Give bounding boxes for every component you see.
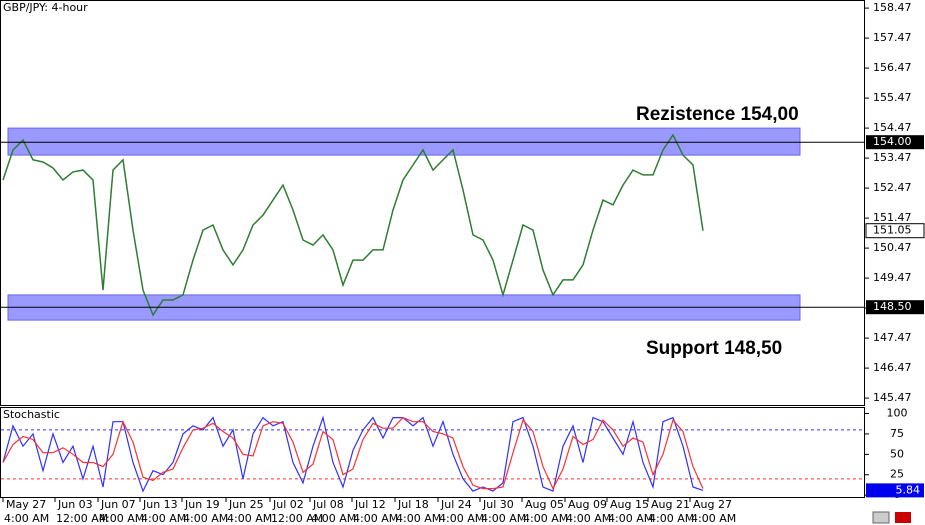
x-tick-time: 4:00 AM	[227, 512, 272, 525]
level-tag	[866, 135, 924, 150]
x-tick-time: 4:00 AM	[353, 512, 398, 525]
x-tick-label: Aug 05	[525, 498, 564, 511]
annotation: Rezistence 154,00	[636, 104, 799, 125]
stoch-panel	[0, 407, 865, 498]
x-tick-time: 4:00 AM	[183, 512, 228, 525]
x-tick-time: 4:00 AM	[439, 512, 484, 525]
y-tick-label: 151.47	[873, 211, 912, 224]
stoch-line	[2, 415, 704, 493]
stoch-title: Stochastic	[3, 408, 60, 421]
x-tick-time: 12:00 AM	[271, 512, 323, 525]
price-tag	[865, 223, 925, 239]
stoch-tag-label: 5.84	[896, 483, 921, 496]
x-tick-time: 12:00 AM	[56, 512, 108, 525]
chart-title: GBP/JPY: 4-hour	[3, 1, 88, 14]
level-label: 148.50	[873, 300, 912, 313]
y-tick-label: 145.47	[873, 391, 912, 404]
main-panel	[0, 0, 865, 406]
price-tag-label: 151.05	[873, 224, 912, 237]
y-tick-label: 157.47	[873, 31, 912, 44]
x-tick-label: Aug 21	[651, 498, 690, 511]
icon[interactable]	[895, 512, 911, 523]
x-tick-label: Jun 07	[100, 498, 136, 511]
x-tick-label: Jul 02	[272, 498, 304, 511]
x-tick-time: 4:00 AM	[691, 512, 736, 525]
y-tick-label: 156.47	[873, 61, 912, 74]
y-tick-label: 158.47	[873, 1, 912, 14]
x-tick-time: 4:00 AM	[4, 512, 49, 525]
x-tick-time: 4:00 AM	[649, 512, 694, 525]
x-tick-time: 4:00 AM	[99, 512, 144, 525]
y-tick-label: 150.47	[873, 241, 912, 254]
x-tick-time: 4:00 AM	[523, 512, 568, 525]
x-tick-label: Jul 18	[397, 498, 429, 511]
y-tick-label: 147.47	[873, 331, 912, 344]
x-tick-time: 4:00 AM	[396, 512, 441, 525]
x-tick-label: Jul 30	[482, 498, 514, 511]
annotation: Support 148,50	[646, 338, 782, 359]
y-tick-label: 152.47	[873, 181, 912, 194]
x-tick-time: 4:00 AM	[141, 512, 186, 525]
price-line	[2, 133, 704, 317]
y-tick-label: 153.47	[873, 151, 912, 164]
level-tag	[866, 300, 924, 315]
y-tick-label: 155.47	[873, 91, 912, 104]
y-tick-label: 149.47	[873, 271, 912, 284]
stoch-tick-label: 50	[890, 447, 904, 460]
x-tick-label: Aug 27	[693, 498, 732, 511]
x-tick-time: 4:00 AM	[481, 512, 526, 525]
x-tick-label: Jul 08	[312, 498, 344, 511]
icon[interactable]	[872, 511, 890, 524]
x-tick-label: Aug 15	[610, 498, 649, 511]
stoch-title-bg	[1, 408, 55, 422]
x-tick-time: 4:00 AM	[566, 512, 611, 525]
stoch-tick-label: 25	[890, 468, 904, 481]
y-tick-label: 154.47	[873, 121, 912, 134]
stoch-tag	[866, 483, 924, 498]
x-tick-label: Jun 13	[142, 498, 178, 511]
x-tick-time: 4:00 AM	[608, 512, 653, 525]
stoch-tick-label: 75	[890, 427, 904, 440]
x-tick-label: Jul 12	[354, 498, 386, 511]
x-tick-label: Jun 03	[57, 498, 93, 511]
level-label: 154.00	[873, 135, 912, 148]
x-tick-time: 4:00 AM	[311, 512, 356, 525]
stoch-line	[2, 416, 704, 490]
x-tick-label: Jun 25	[228, 498, 264, 511]
title-bg	[1, 1, 85, 15]
x-tick-label: Jun 19	[184, 498, 220, 511]
y-tick-label: 146.47	[873, 361, 912, 374]
x-tick-label: Aug 09	[568, 498, 607, 511]
x-tick-label: Jul 24	[440, 498, 472, 511]
stoch-tick-label: 100	[887, 407, 908, 420]
x-tick-label: May 27	[6, 498, 46, 511]
